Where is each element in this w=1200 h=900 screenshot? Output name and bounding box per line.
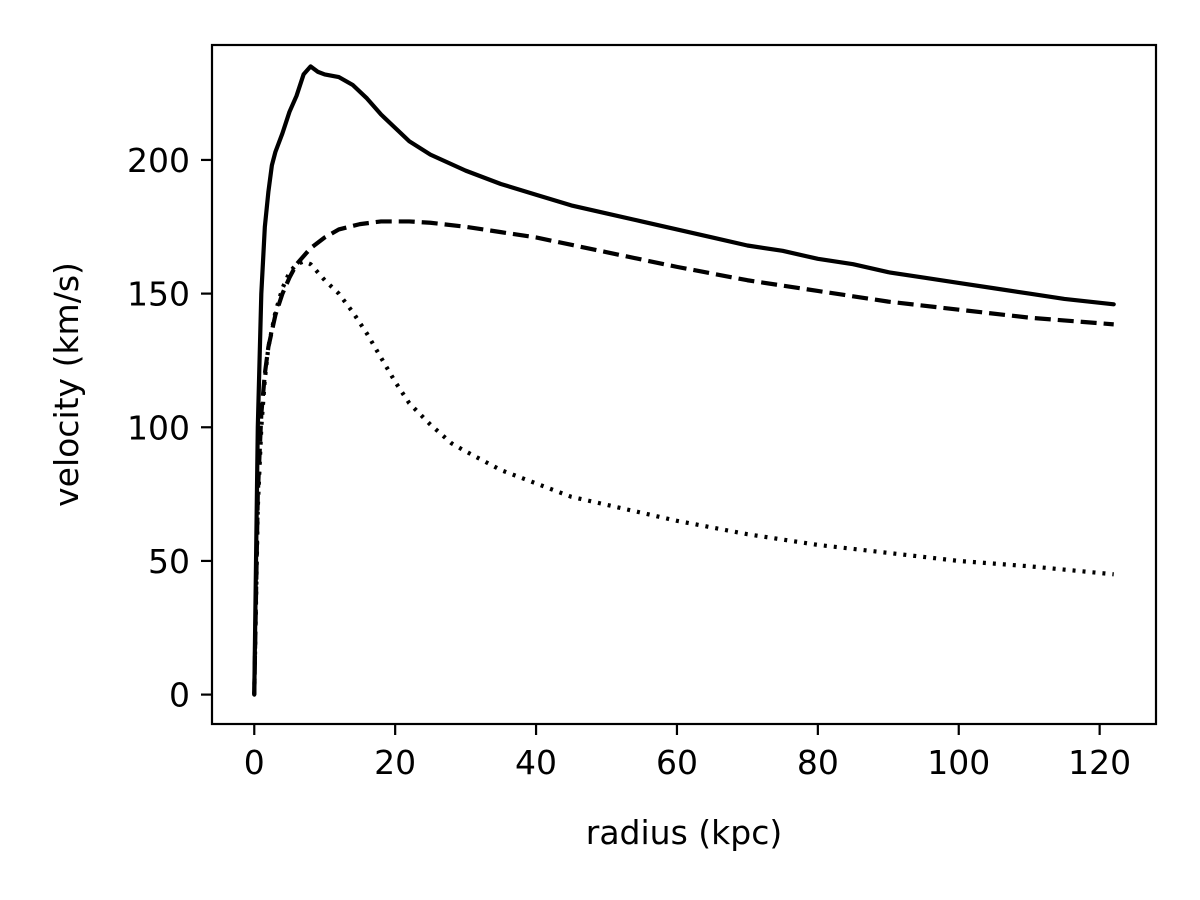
y-tick-label: 100 [127, 408, 190, 447]
x-axis-label: radius (kpc) [586, 813, 782, 852]
series-group [252, 64, 1116, 697]
x-tick-label: 0 [244, 743, 265, 782]
y-tick-label: 150 [127, 275, 190, 314]
x-tick-label: 20 [374, 743, 416, 782]
y-tick-label: 50 [148, 542, 190, 581]
x-tick-label: 80 [797, 743, 839, 782]
axes-group: 0 20 40 60 80 100 120 0 50 100 150 200 [127, 43, 1158, 782]
y-tick-label: 200 [127, 141, 190, 180]
x-tick-label: 120 [1068, 743, 1131, 782]
plot-area [212, 45, 1156, 724]
series-line-dashed [252, 219, 1114, 695]
plot-background [212, 45, 1156, 724]
x-tick-label: 40 [515, 743, 557, 782]
y-axis-label: velocity (km/s) [47, 262, 86, 507]
series-line-solid [252, 64, 1116, 697]
x-tick-label: 60 [656, 743, 698, 782]
x-tick-label: 100 [927, 743, 990, 782]
series-line-dotted [252, 259, 1114, 695]
axes-frame [210, 43, 1158, 726]
y-tick-label: 0 [169, 676, 190, 715]
